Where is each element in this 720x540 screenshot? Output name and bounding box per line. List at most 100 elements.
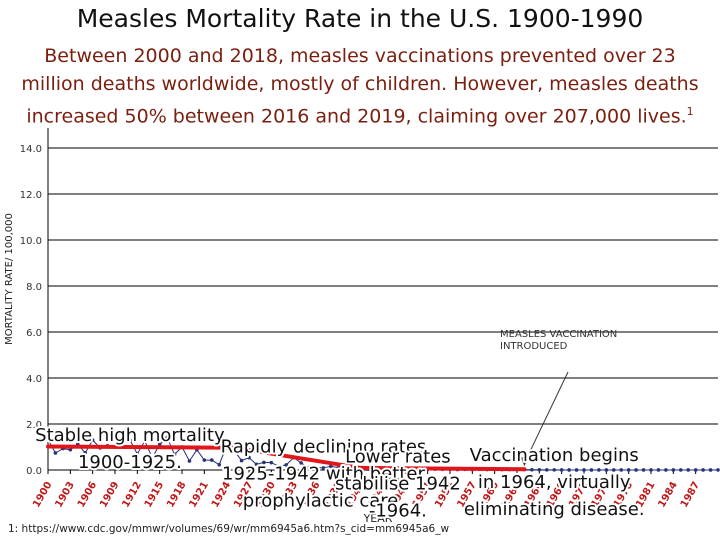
data-point <box>597 468 601 472</box>
data-point <box>708 468 713 472</box>
x-tick-label: 1903 <box>53 480 76 510</box>
annotation-text: prophylactic care. <box>243 490 404 511</box>
trend-line <box>232 445 363 470</box>
data-point <box>299 461 303 465</box>
data-point <box>693 468 698 472</box>
data-point <box>217 462 222 467</box>
data-point <box>306 465 311 470</box>
data-point <box>262 460 266 465</box>
data-point <box>90 438 95 442</box>
subtitle-text: Between 2000 and 2018, measles vaccinati… <box>21 45 699 128</box>
data-point <box>187 459 192 463</box>
y-axis-title: MORTALITY RATE/ 100,000 <box>4 213 15 345</box>
annotation-text: 1925-1942 with better <box>222 463 425 484</box>
vaccine-arrow <box>523 371 569 464</box>
data-point <box>619 468 624 472</box>
data-point <box>552 468 557 472</box>
subtitle: Between 2000 and 2018, measles vaccinati… <box>20 42 700 130</box>
data-point <box>664 468 668 472</box>
footnote: 1: https://www.cdc.gov/mmwr/volumes/69/w… <box>8 523 450 535</box>
x-axis-title: YEAR <box>363 512 393 525</box>
data-point <box>284 463 289 467</box>
subtitle-footnote-mark: 1 <box>686 105 694 118</box>
y-tick-label: 14.0 <box>20 144 42 155</box>
data-point <box>649 468 653 472</box>
data-point <box>46 437 50 442</box>
x-tick-label: 1984 <box>656 480 679 510</box>
x-tick-label: 1912 <box>120 480 143 510</box>
data-point <box>582 468 586 472</box>
data-point <box>209 458 214 462</box>
annotation-text: 1900-1925. <box>78 452 182 473</box>
data-point <box>247 455 251 460</box>
data-point <box>329 464 333 469</box>
page-title: Measles Mortality Rate in the U.S. 1900-… <box>76 4 644 33</box>
y-tick-label: 10.0 <box>20 236 42 247</box>
data-point <box>656 468 661 472</box>
data-point <box>254 462 259 467</box>
data-point <box>544 468 549 472</box>
data-point <box>641 468 646 472</box>
x-tick-label: 1909 <box>98 480 121 510</box>
data-point <box>314 465 318 470</box>
data-point <box>671 468 676 472</box>
x-tick-label: 1921 <box>187 480 210 510</box>
vaccine-label: INTRODUCED <box>500 341 568 352</box>
x-tick-label: 1915 <box>143 480 166 510</box>
data-point <box>239 458 244 463</box>
data-point <box>574 468 579 472</box>
data-point <box>120 439 125 444</box>
trend-line <box>46 444 237 450</box>
data-point <box>142 439 147 443</box>
data-point <box>269 460 274 465</box>
annotation-text: Vaccination begins <box>470 445 639 466</box>
data-point <box>537 467 542 472</box>
x-tick-label: 1924 <box>210 480 233 510</box>
y-tick-label: 4.0 <box>26 374 42 385</box>
data-point <box>150 455 155 460</box>
x-tick-label: 1906 <box>76 480 99 510</box>
vaccine-label: MEASLES VACCINATION <box>500 329 617 340</box>
data-point <box>589 468 594 472</box>
data-point <box>128 438 132 442</box>
data-point <box>165 435 169 440</box>
data-point <box>701 468 705 472</box>
annotation-text: stabilise 1942 <box>335 473 461 494</box>
data-point <box>626 468 631 472</box>
annotation-text: -1964. <box>369 500 427 521</box>
data-point <box>567 468 571 472</box>
annotation-text: in 1964, virtually <box>478 472 631 493</box>
annotation-text: Lower rates <box>345 446 451 467</box>
data-point <box>321 466 326 470</box>
data-point <box>202 458 207 462</box>
data-point <box>686 468 691 472</box>
data-point <box>604 468 609 472</box>
data-point <box>336 465 341 470</box>
data-point <box>559 468 564 472</box>
x-tick-label: 1987 <box>679 480 702 510</box>
x-tick-label: 1900 <box>31 480 54 510</box>
vaccine-arrowhead <box>520 457 529 467</box>
data-point <box>135 452 140 456</box>
annotation-text: Rapidly declining rates <box>221 436 427 457</box>
data-point <box>83 451 88 455</box>
data-point <box>530 467 534 472</box>
data-point <box>68 447 73 452</box>
y-tick-label: 0.0 <box>26 466 42 477</box>
x-tick-label: 1918 <box>165 480 188 510</box>
data-point <box>611 468 616 472</box>
data-point <box>634 468 638 472</box>
annotation-text: Stable high mortality <box>35 425 225 446</box>
y-tick-label: 2.0 <box>26 420 42 431</box>
y-tick-label: 8.0 <box>26 282 42 293</box>
data-point <box>276 464 281 469</box>
data-point <box>53 451 58 455</box>
data-point <box>716 468 720 472</box>
trend-line <box>358 465 527 472</box>
data-point <box>172 452 177 457</box>
y-tick-label: 12.0 <box>20 190 42 201</box>
annotation-text: eliminating disease. <box>464 499 645 520</box>
y-tick-label: 6.0 <box>26 328 42 339</box>
data-point <box>678 468 683 472</box>
